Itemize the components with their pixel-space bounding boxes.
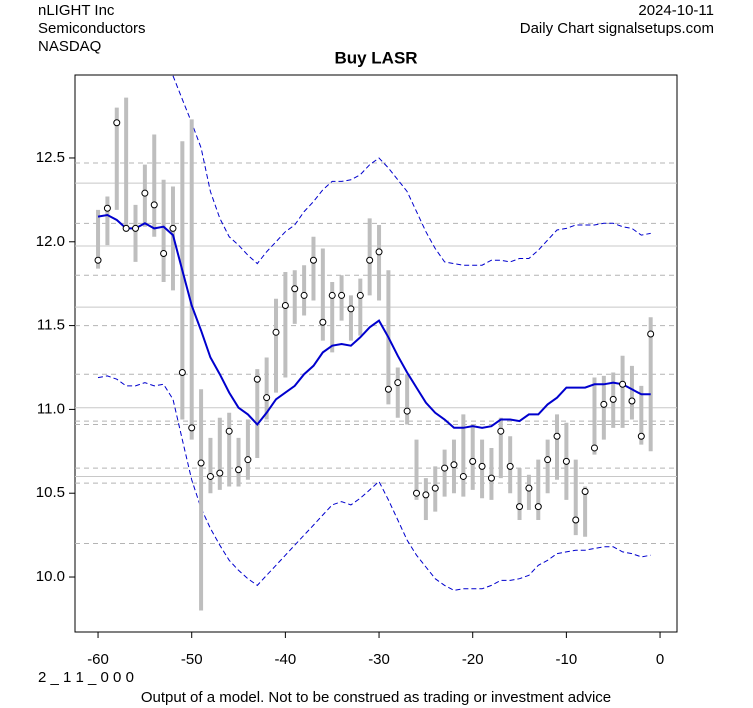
x-tick-label: -30: [368, 651, 390, 668]
close-point: [122, 224, 130, 232]
close-point: [609, 395, 617, 403]
disclaimer: Output of a model. Not to be construed a…: [141, 689, 611, 706]
close-point: [572, 516, 580, 524]
close-point: [178, 369, 186, 377]
close-point: [366, 256, 374, 264]
close-point: [581, 488, 589, 496]
upper-band: [172, 75, 651, 266]
plot-area: [75, 75, 677, 611]
close-point: [553, 432, 561, 440]
close-point: [225, 427, 233, 435]
close-point: [197, 459, 205, 467]
close-point: [188, 424, 196, 432]
close-point: [487, 474, 495, 482]
source: Daily Chart signalsetups.com: [520, 20, 714, 37]
close-point: [347, 305, 355, 313]
close-point: [431, 484, 439, 492]
close-point: [216, 469, 224, 477]
close-point: [272, 328, 280, 336]
close-point: [160, 250, 168, 258]
close-point: [394, 379, 402, 387]
close-point: [263, 394, 271, 402]
close-point: [590, 444, 598, 452]
chart-title: Buy LASR: [334, 48, 417, 67]
lower-band: [97, 375, 651, 591]
close-point: [422, 491, 430, 499]
close-point: [169, 224, 177, 232]
close-point: [469, 457, 477, 465]
company: nLIGHT Inc: [38, 2, 115, 19]
y-tick-label: 11.5: [37, 317, 65, 334]
y-tick-label: 11.0: [37, 400, 65, 417]
x-tick-label: -40: [275, 651, 297, 668]
x-tick-label: -20: [462, 651, 484, 668]
exchange: NASDAQ: [38, 38, 101, 55]
close-point: [384, 385, 392, 393]
y-tick-label: 12.0: [36, 233, 65, 250]
close-point: [291, 285, 299, 293]
close-point: [506, 462, 514, 470]
close-point: [534, 503, 542, 511]
close-point: [525, 484, 533, 492]
close-point: [413, 489, 421, 497]
y-tick-label: 10.5: [36, 484, 65, 501]
close-point: [338, 291, 346, 299]
close-point: [141, 189, 149, 197]
close-point: [319, 318, 327, 326]
moving-average: [97, 213, 651, 429]
close-point: [562, 457, 570, 465]
close-point: [94, 256, 102, 264]
y-tick-label: 10.0: [36, 568, 65, 585]
close-point: [637, 432, 645, 440]
close-point: [516, 503, 524, 511]
close-point: [600, 400, 608, 408]
close-point: [647, 330, 655, 338]
sector: Semiconductors: [38, 20, 146, 37]
close-point: [253, 375, 261, 383]
close-point: [281, 301, 289, 309]
close-point: [328, 291, 336, 299]
close-point: [356, 291, 364, 299]
close-point: [441, 464, 449, 472]
close-point: [459, 472, 467, 480]
close-point: [309, 256, 317, 264]
close-point: [478, 462, 486, 470]
date: 2024-10-11: [638, 2, 714, 19]
x-tick-label: -50: [181, 651, 203, 668]
x-tick-label: -60: [87, 651, 109, 668]
close-point: [619, 380, 627, 388]
close-point: [113, 119, 121, 127]
code: 2 _ 1 1 _ 0 0 0: [38, 669, 134, 686]
close-point: [150, 201, 158, 209]
close-point: [103, 204, 111, 212]
close-point: [544, 456, 552, 464]
close-point: [206, 472, 214, 480]
y-tick-label: 12.5: [36, 149, 65, 166]
close-point: [300, 291, 308, 299]
close-point: [497, 427, 505, 435]
close-point: [375, 248, 383, 256]
close-point: [403, 407, 411, 415]
close-point: [235, 466, 243, 474]
close-point: [132, 224, 140, 232]
close-point: [628, 397, 636, 405]
x-tick-label: -10: [556, 651, 578, 668]
close-point: [450, 461, 458, 469]
close-point: [244, 456, 252, 464]
x-tick-label: 0: [656, 651, 664, 668]
plot-frame: [74, 74, 678, 633]
